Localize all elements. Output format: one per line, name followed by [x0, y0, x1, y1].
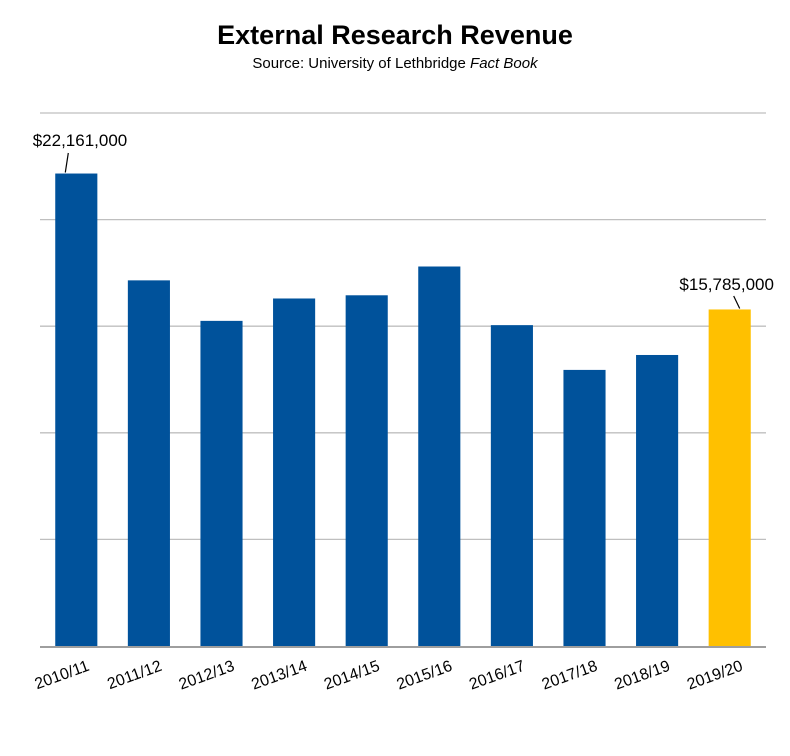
x-tick-label: 2019/20	[685, 658, 745, 694]
bar-2010-11	[55, 173, 98, 647]
x-tick-label: 2016/17	[467, 658, 527, 694]
bar-2011-12	[127, 280, 170, 646]
subtitle-italic: Fact Book	[470, 55, 538, 72]
data-label: $15,785,000	[679, 275, 774, 294]
bar-2017-18	[563, 369, 606, 646]
chart-subtitle: Source: University of Lethbridge Fact Bo…	[0, 54, 790, 74]
bar-2019-20	[708, 309, 751, 646]
x-tick-label: 2015/16	[394, 658, 454, 694]
data-label: $22,161,000	[33, 131, 128, 150]
bar-2013-14	[273, 298, 316, 646]
bar-2015-16	[418, 266, 461, 646]
chart-header: External Research Revenue Source: Univer…	[0, 0, 790, 74]
subtitle-prefix: Source: University of Lethbridge	[252, 55, 471, 72]
x-tick-label: 2011/12	[105, 658, 164, 693]
data-labels: $22,161,000 $15,785,000	[33, 131, 774, 309]
x-tick-label: 2012/13	[177, 658, 237, 694]
bar-2018-19	[636, 354, 679, 646]
x-tick-label: 2018/19	[612, 658, 672, 694]
x-tick-label: 2014/15	[322, 658, 382, 694]
x-tick-label: 2017/18	[540, 658, 600, 694]
bar-2012-13	[200, 320, 243, 646]
data-label-leader	[64, 152, 69, 173]
data-label-leader	[733, 295, 741, 309]
bar-2014-15	[345, 295, 388, 646]
x-tick-label: 2013/14	[249, 658, 309, 694]
bar-2016-17	[490, 325, 533, 646]
x-axis: 2010/11 2011/12 2012/13 2013/14 2014/15 2015/…	[33, 646, 766, 694]
chart-title: External Research Revenue	[217, 20, 573, 50]
x-tick-label: 2010/11	[33, 658, 92, 693]
bars	[55, 173, 751, 647]
